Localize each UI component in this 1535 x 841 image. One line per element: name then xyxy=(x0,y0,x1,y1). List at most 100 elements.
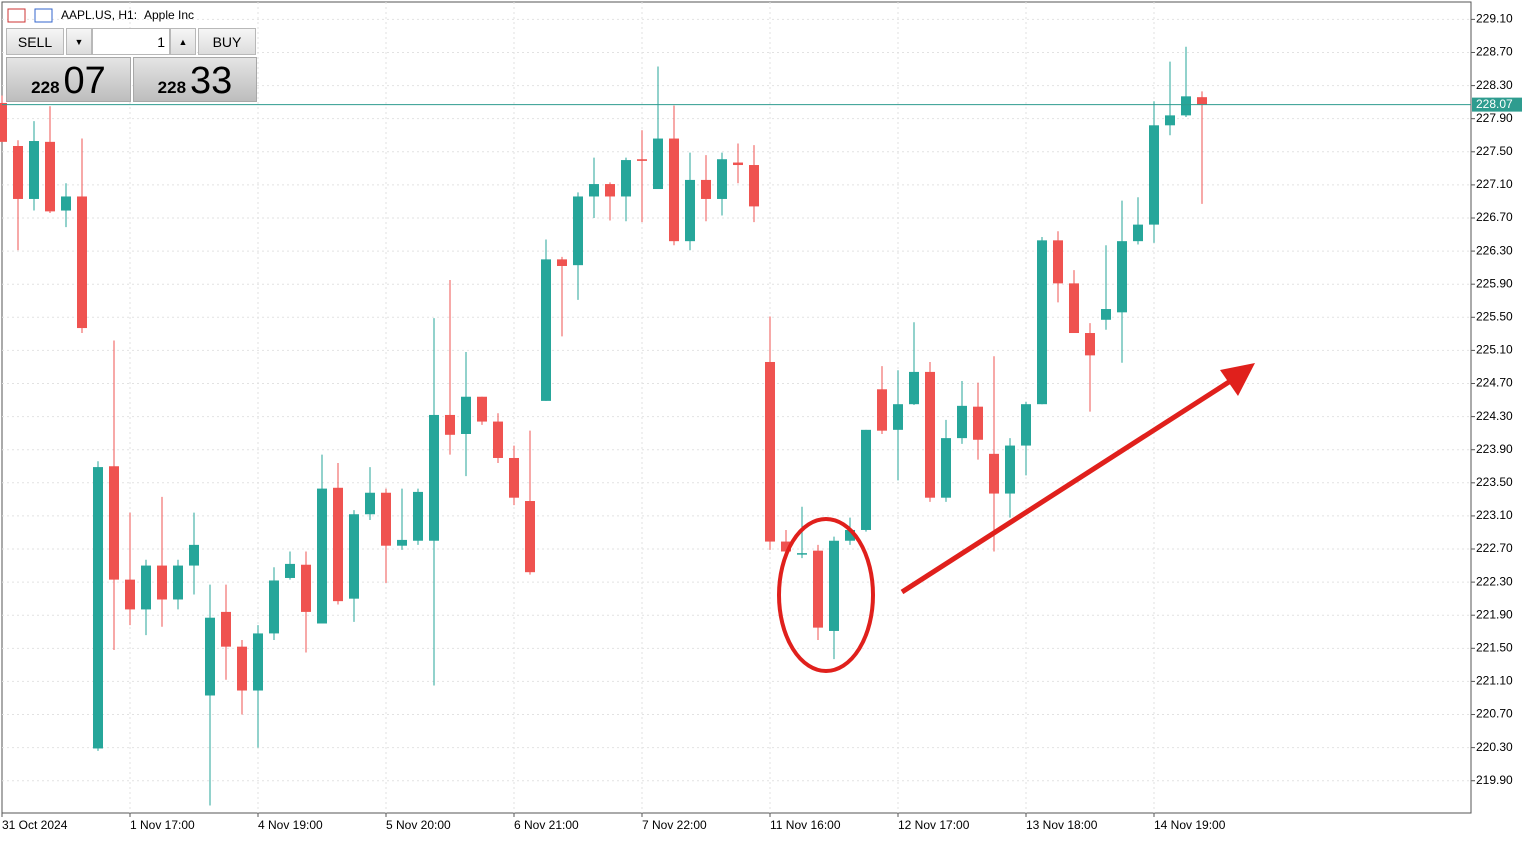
volume-input[interactable]: 1 xyxy=(92,28,170,55)
y-tick-label: 225.90 xyxy=(1476,276,1513,290)
y-tick-label: 227.50 xyxy=(1476,144,1513,158)
icon xyxy=(34,8,53,23)
candle-body xyxy=(413,491,423,541)
candle-body xyxy=(45,141,55,212)
candle-body xyxy=(877,389,887,431)
candle-body xyxy=(429,414,439,541)
candle-body xyxy=(1197,97,1207,105)
candle-body xyxy=(957,405,967,439)
x-tick-label: 5 Nov 20:00 xyxy=(386,818,451,832)
candle-body xyxy=(461,396,471,434)
grid xyxy=(2,2,1471,813)
y-tick-label: 227.90 xyxy=(1476,111,1513,125)
volume-up[interactable]: ▲ xyxy=(170,28,196,55)
candle-body xyxy=(29,141,39,199)
x-tick-label: 1 Nov 17:00 xyxy=(130,818,195,832)
candle-body xyxy=(621,160,631,197)
y-tick-label: 229.10 xyxy=(1476,12,1513,26)
y-tick-label: 223.10 xyxy=(1476,508,1513,522)
x-tick-label: 4 Nov 19:00 xyxy=(258,818,323,832)
ask-small: 33 xyxy=(190,60,233,102)
candle-body xyxy=(61,196,71,211)
candle-body xyxy=(1117,241,1127,313)
x-tick-label: 11 Nov 16:00 xyxy=(770,818,841,832)
description: Apple Inc xyxy=(144,8,194,22)
candle-body xyxy=(93,467,103,749)
candle-body xyxy=(893,404,903,430)
candle-body xyxy=(829,540,839,631)
candle-body xyxy=(173,565,183,600)
candle-body xyxy=(1101,309,1111,320)
candle-body xyxy=(349,514,359,599)
ask-price[interactable]: 228 33 xyxy=(133,57,257,102)
candle-body xyxy=(989,453,999,494)
candle-body xyxy=(77,196,87,329)
candle-body xyxy=(0,102,7,142)
candle-body xyxy=(813,550,823,628)
y-tick-label: 221.10 xyxy=(1476,674,1513,688)
candle-body xyxy=(717,159,727,199)
candle-body xyxy=(525,501,535,573)
candle-body xyxy=(317,488,327,624)
candle-body xyxy=(557,259,567,266)
candle-body xyxy=(973,406,983,440)
price-label: 228.07 xyxy=(1476,97,1513,111)
bid-price[interactable]: 228 07 xyxy=(6,57,131,102)
candle-body xyxy=(189,544,199,566)
candle-body xyxy=(1037,240,1047,405)
y-tick-label: 219.90 xyxy=(1476,773,1513,787)
y-tick-label: 224.70 xyxy=(1476,376,1513,390)
candle-body xyxy=(365,492,375,515)
y-tick-label: 225.50 xyxy=(1476,309,1513,323)
candle-body xyxy=(781,541,791,552)
y-tick-label: 226.70 xyxy=(1476,210,1513,224)
icon xyxy=(7,8,26,23)
candle-body xyxy=(1149,125,1159,225)
candle-body xyxy=(1165,115,1175,126)
candle-body xyxy=(845,529,855,541)
candle-body xyxy=(1069,283,1079,334)
buy-button[interactable]: BUY xyxy=(198,28,256,55)
candle-body xyxy=(1021,404,1031,446)
candle-body xyxy=(301,564,311,612)
candle-body xyxy=(637,159,647,161)
candle-body xyxy=(1085,333,1095,356)
candle-body xyxy=(797,553,807,555)
x-tick-label: 31 Oct 2024 xyxy=(2,818,68,832)
candle-body xyxy=(701,179,711,199)
candle-body xyxy=(1133,224,1143,242)
candle-body xyxy=(221,611,231,647)
candle-body xyxy=(685,179,695,242)
candle-body xyxy=(445,414,455,435)
y-tick-label: 225.10 xyxy=(1476,343,1513,357)
y-tick-label: 222.30 xyxy=(1476,574,1513,588)
candle-body xyxy=(1053,240,1063,284)
candle-body xyxy=(653,138,663,190)
volume-down[interactable]: ▼ xyxy=(66,28,92,55)
x-tick-label: 14 Nov 19:00 xyxy=(1154,818,1226,832)
symbol: AAPL.US, H1: xyxy=(61,8,137,22)
candle-body xyxy=(509,457,519,498)
ask-big: 228 xyxy=(157,78,187,97)
candle-body xyxy=(589,184,599,197)
candle-body xyxy=(141,565,151,610)
candle-body xyxy=(125,579,135,610)
sell-button[interactable]: SELL xyxy=(6,28,64,55)
arrow-head xyxy=(1220,363,1255,396)
candle-body xyxy=(285,563,295,578)
axes: 229.10 228.70 228.30 227.90 227.50 227.10 226.… xyxy=(1,12,1522,832)
price-label-box xyxy=(1472,97,1522,112)
candle-body xyxy=(205,617,215,696)
x-tick-label: 7 Nov 22:00 xyxy=(642,818,707,832)
bid-big: 228 xyxy=(31,78,60,97)
trend-arrow xyxy=(900,377,1234,595)
candle-body xyxy=(333,487,343,602)
candle-body xyxy=(733,162,743,166)
y-tick-label: 220.30 xyxy=(1476,740,1513,754)
y-tick-label: 226.30 xyxy=(1476,243,1513,257)
candle-body xyxy=(909,371,919,405)
plot-frame xyxy=(1,1,1472,814)
candle-body xyxy=(269,580,279,634)
